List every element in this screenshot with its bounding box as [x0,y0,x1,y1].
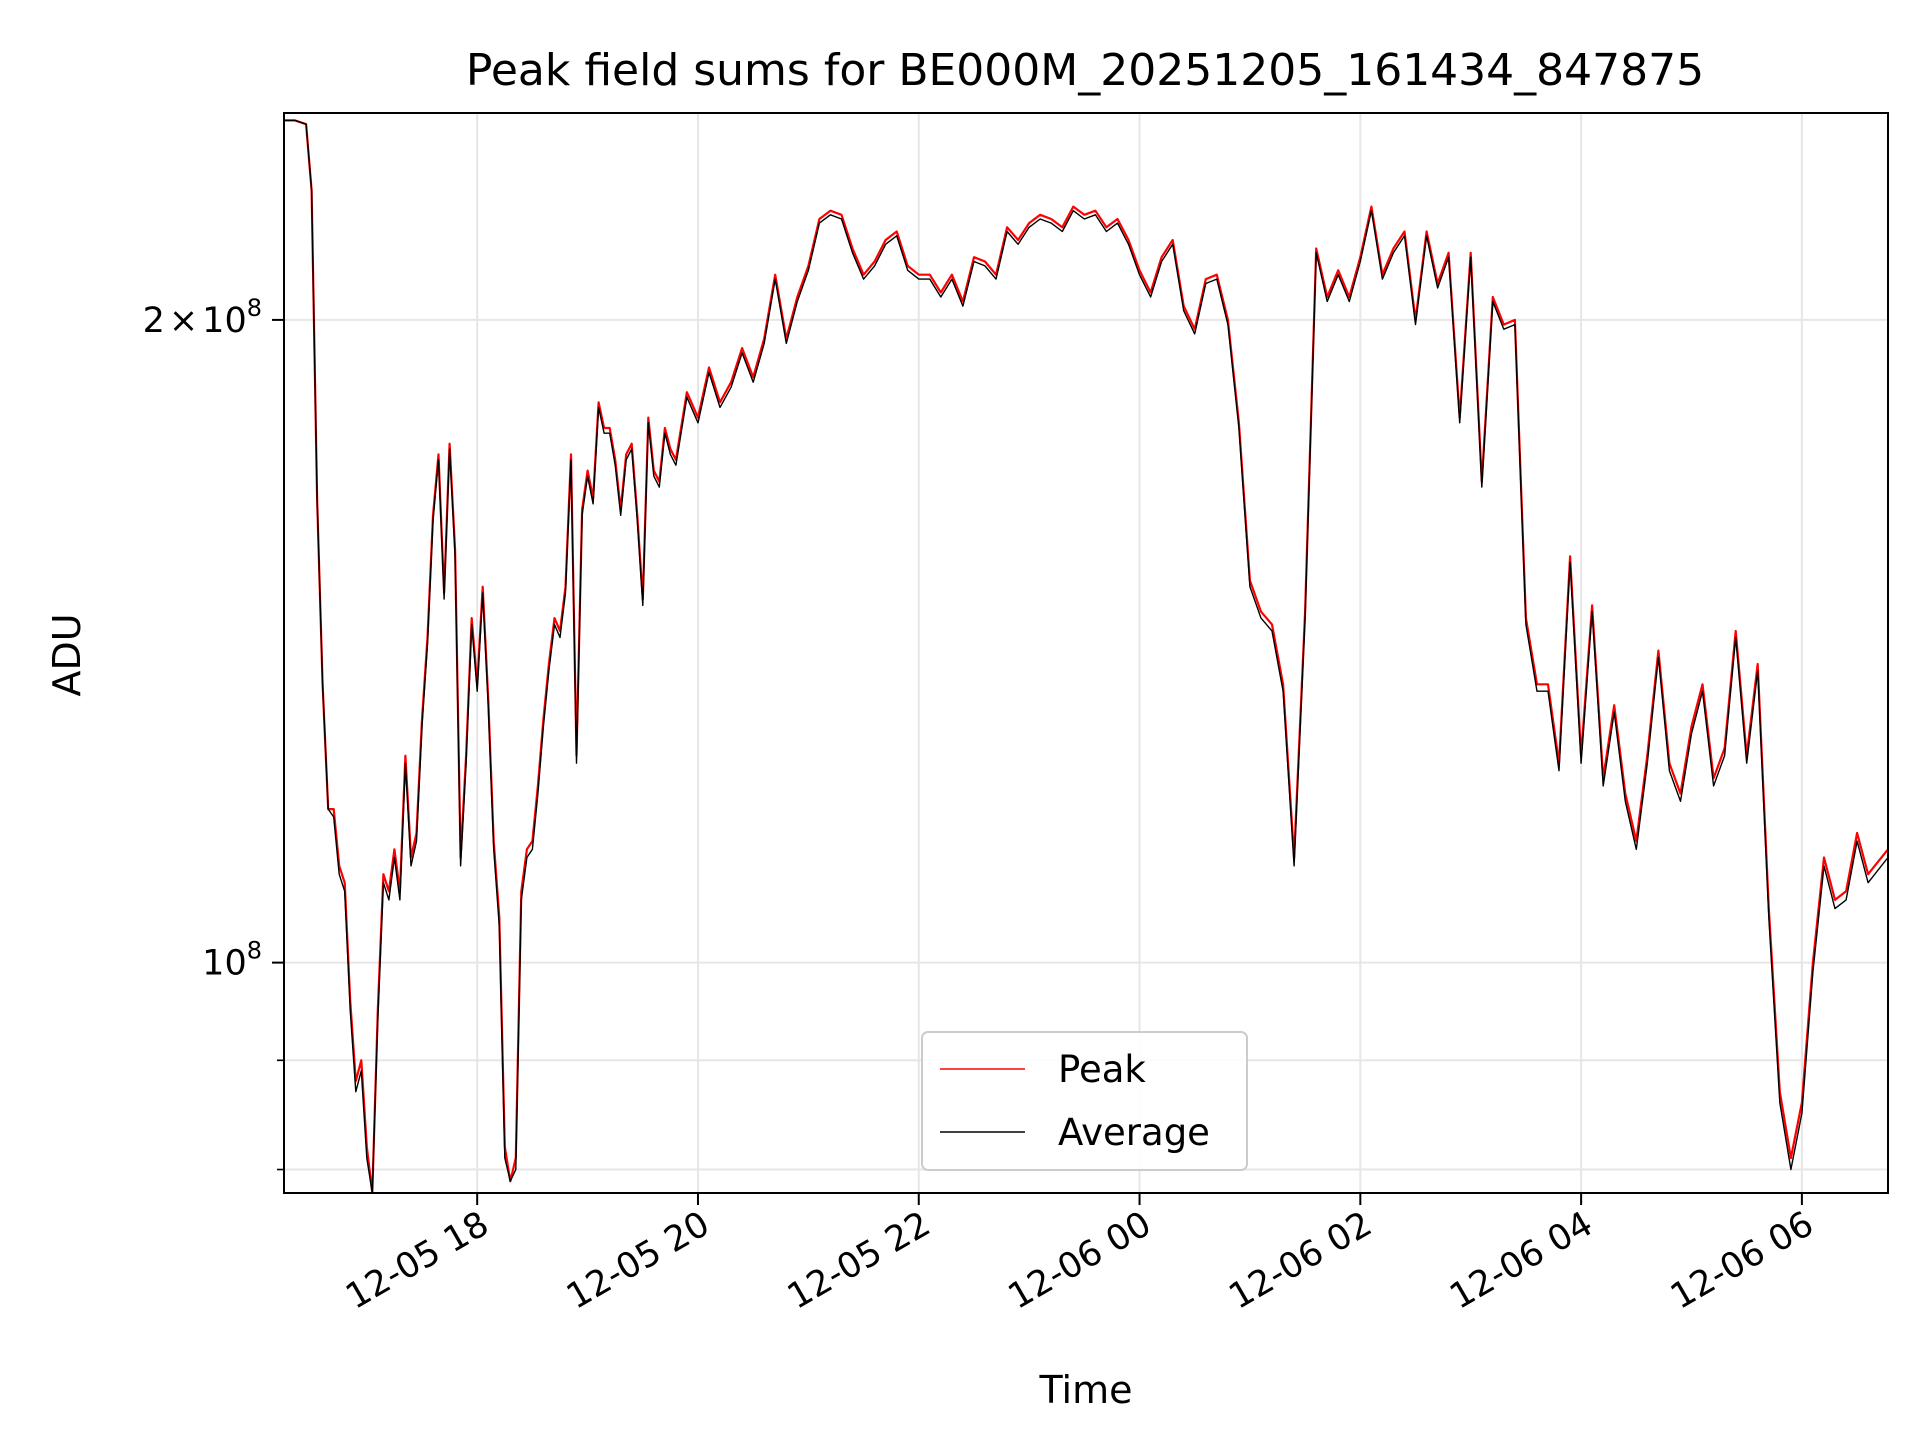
y-tick-times: × [169,301,198,341]
y-tick-mantissa: 2 [143,301,165,341]
plot-frame [283,112,1889,1194]
plot-series [284,119,1889,1195]
y-tick-base: 10 [202,944,247,984]
grid-lines [284,113,1888,1193]
y-tick-label: 2 × 108 [143,294,262,341]
legend: Peak Average [921,1031,1248,1171]
legend-peak-label: Peak [1058,1048,1146,1091]
legend-average-label: Average [1058,1111,1210,1154]
legend-box [921,1031,1248,1171]
x-axis-label: Time [1039,1368,1133,1412]
y-tick-base: 10 [202,301,247,341]
chart-title: Peak field sums for BE000M_20251205_1614… [466,45,1704,96]
y-tick-exponent: 8 [247,937,262,965]
y-axis-label: ADU [45,613,89,696]
y-tick-label: 108 [202,937,262,984]
y-tick-exponent: 8 [247,294,262,322]
series-line-average [284,119,1889,1194]
